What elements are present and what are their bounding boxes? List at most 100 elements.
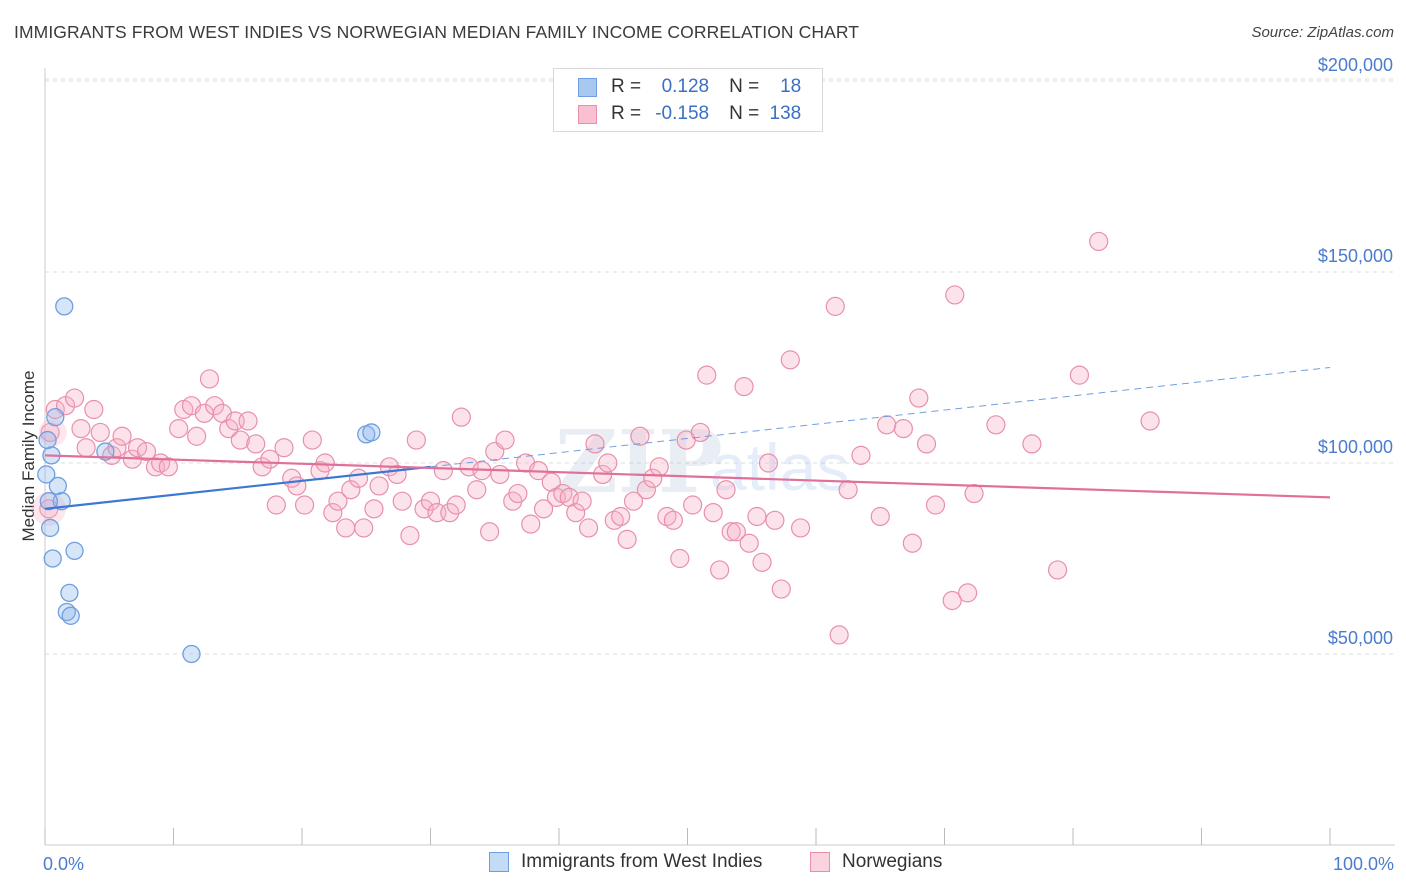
legend-row-norwegians: R = -0.158 N = 138 [578,101,801,127]
norwegians-point [1140,411,1160,431]
norwegians-point [598,453,618,473]
series-label-norwegians: Norwegians [842,851,943,872]
west-indies-point [37,465,56,484]
y-tick-label: $100,000 [1318,437,1393,457]
west-indies-point [65,541,84,561]
west-indies-point [43,549,62,568]
norwegians-point [1069,365,1090,385]
norwegians-point [90,422,110,443]
norwegians-point [302,430,322,450]
norwegians-point [433,461,453,481]
west-indies-points [37,297,381,664]
series-legend: Immigrants from West Indies Norwegians [0,851,1406,879]
watermark-atlas: atlas [710,430,849,504]
norwegians-point [630,426,650,446]
norwegians-point [683,495,703,515]
norwegians-point [112,426,132,446]
norwegians-point [541,472,561,492]
norwegians-point [459,457,479,477]
legend-r-value: -0.158 [655,103,710,124]
norwegians-point-cluster [38,418,67,447]
norwegians-point [747,506,767,527]
norwegians-point [446,495,466,515]
norwegians-point [716,480,736,500]
norwegians-point [765,510,785,530]
y-tick-label: $200,000 [1318,55,1393,75]
norwegians-point [238,411,258,431]
norwegians-point [521,514,541,534]
x-tick-label: 100.0% [1333,854,1394,874]
west-indies-point [38,430,57,450]
norwegians-point [406,430,426,450]
west-indies-point [182,644,201,664]
west-indies-trend-line [44,465,431,510]
west-indies-point [48,476,67,496]
legend-n-label: N = [729,76,760,97]
legend-r-label: R = [611,76,642,97]
norwegians-point [71,419,91,439]
series-swatch-norwegians [810,852,830,872]
norwegians-point [838,480,858,500]
norwegians-point [771,579,791,599]
norwegians-point [341,480,361,500]
norwegians-point [636,480,656,500]
norwegians-trend-line [44,454,1331,499]
norwegians-point [909,388,929,408]
norwegians-point [902,533,922,553]
norwegians-point [199,369,220,389]
norwegians-point [533,499,554,519]
norwegians-point [45,399,65,420]
norwegians-point [369,476,389,496]
norwegians-point [246,434,266,454]
norwegians-point [825,296,845,316]
norwegians-point [670,548,690,569]
norwegians-point [790,518,811,538]
norwegians-point [495,430,515,450]
norwegians-point [1089,231,1109,252]
trend-lines [44,367,1331,510]
legend-r-value: 0.128 [661,76,710,97]
norwegians-point [829,625,849,645]
norwegians-point [480,522,500,542]
norwegians-point [400,525,420,546]
norwegians-point [697,365,717,385]
legend-n-value: 18 [780,76,802,97]
west-indies-trend-extension [430,367,1331,468]
norwegians-point [440,503,460,523]
west-indies-point [362,423,381,442]
norwegians-point [942,590,962,611]
watermark: ZIP atlas [555,412,849,513]
norwegians-point [945,285,965,305]
y-axis-label: Median Family Income [19,370,38,541]
norwegians-point [690,422,710,443]
west-indies-point [39,492,59,511]
legend-swatch-west-indies [578,77,597,97]
norwegians-point [354,518,374,538]
norwegians-point [169,419,189,439]
west-indies-point [55,297,74,316]
norwegians-point [893,419,913,439]
series-legend-norwegians[interactable]: Norwegians [810,851,942,873]
norwegians-point [414,499,434,519]
norwegians-points [31,231,1160,645]
norwegians-point [467,480,487,500]
norwegians-point [451,407,471,427]
series-swatch-west-indies [489,852,509,872]
norwegians-point [758,453,779,473]
series-label-west-indies: Immigrants from West Indies [521,851,763,872]
chart-title: IMMIGRANTS FROM WEST INDIES VS NORWEGIAN… [14,22,860,42]
norwegians-point [617,529,637,550]
norwegians-point [1022,434,1042,454]
norwegians-point [925,495,946,515]
series-legend-west-indies[interactable]: Immigrants from West Indies [489,851,762,873]
norwegians-point [611,506,631,527]
norwegians-point [348,468,369,488]
norwegians-point [578,518,599,538]
west-indies-point [60,583,79,603]
legend-row-west-indies: R = 0.128 N = 18 [578,74,801,100]
norwegians-point [623,491,644,511]
y-tick-label: $50,000 [1328,628,1393,648]
norwegians-point [851,445,871,465]
norwegians-point [294,495,315,515]
norwegians-point [158,457,178,477]
